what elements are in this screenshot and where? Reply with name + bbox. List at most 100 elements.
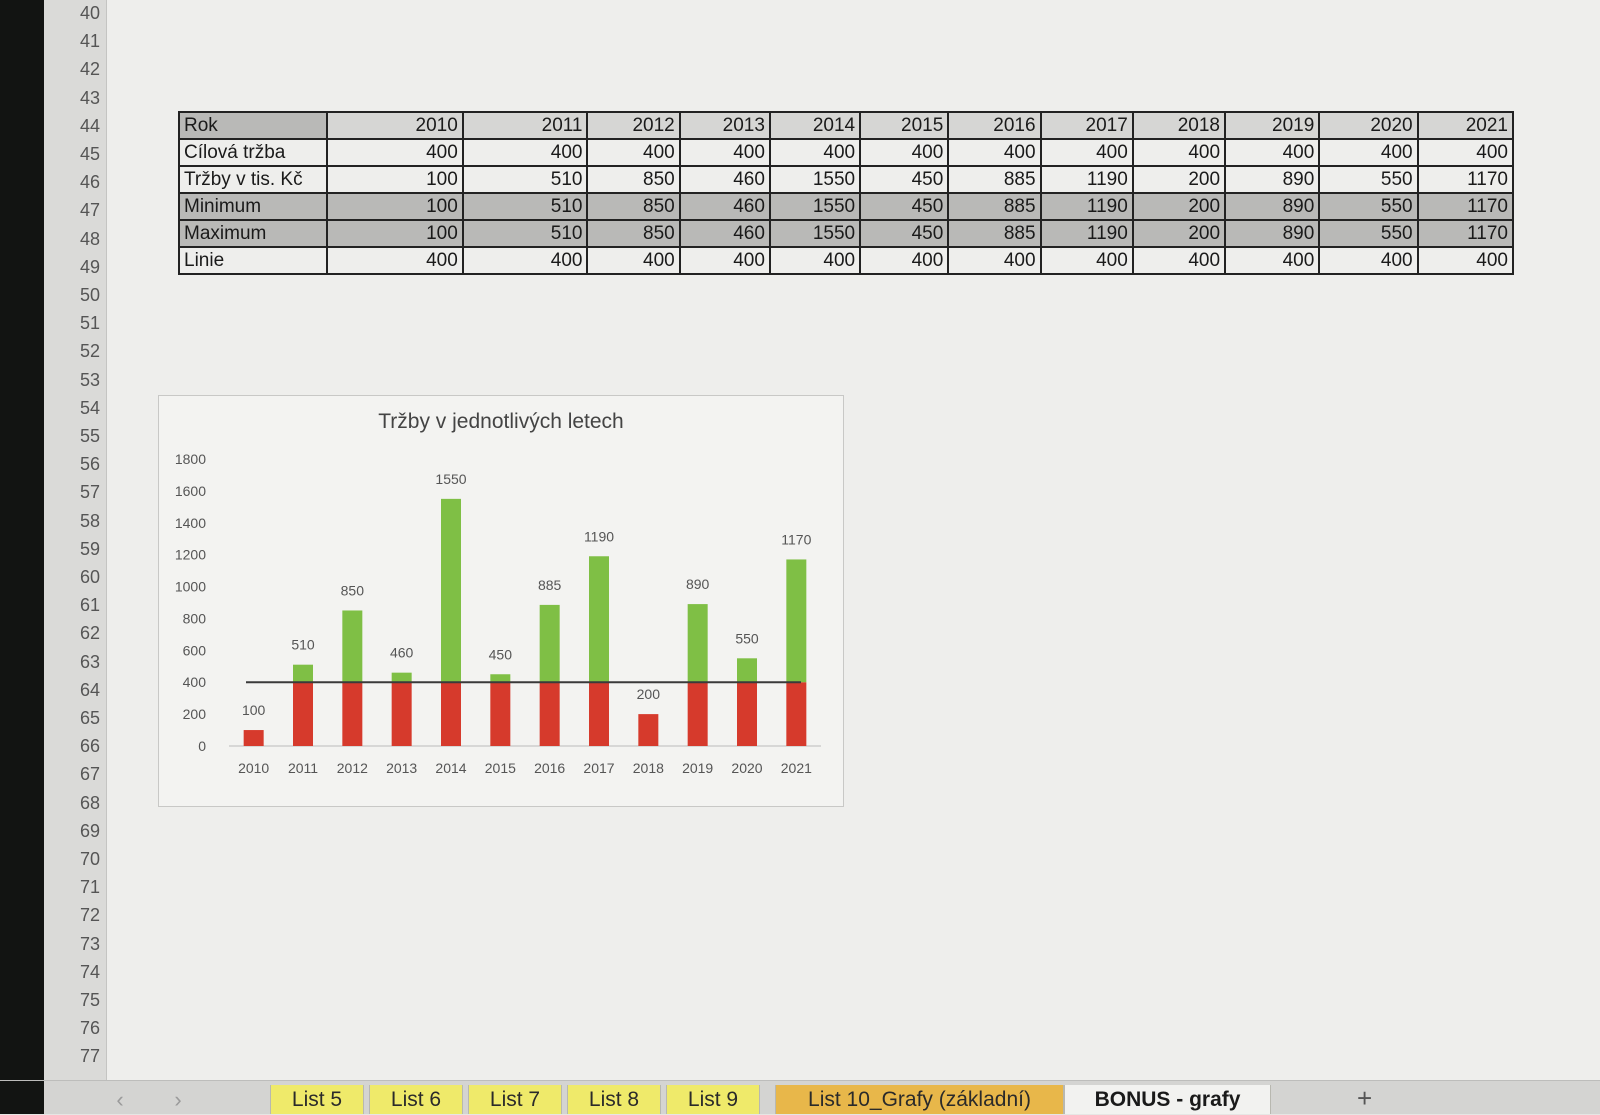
header-label-cell[interactable]: Rok bbox=[178, 111, 328, 140]
row-header[interactable]: 42 bbox=[79, 59, 100, 80]
value-cell[interactable]: 550 bbox=[1318, 219, 1419, 248]
prev-sheet-icon[interactable]: ‹ bbox=[116, 1087, 124, 1112]
year-header-cell[interactable]: 2021 bbox=[1416, 111, 1515, 140]
row-header[interactable]: 70 bbox=[79, 849, 100, 869]
value-cell[interactable]: 460 bbox=[678, 219, 771, 248]
sheet-tab[interactable]: List 5 bbox=[270, 1085, 364, 1114]
row-header[interactable]: 67 bbox=[79, 764, 100, 785]
value-cell[interactable]: 1550 bbox=[768, 165, 862, 194]
row-header[interactable]: 43 bbox=[79, 87, 100, 108]
value-cell[interactable]: 400 bbox=[859, 246, 950, 275]
row-header[interactable]: 55 bbox=[79, 426, 100, 446]
value-cell[interactable]: 400 bbox=[461, 138, 589, 167]
row-label-cell[interactable]: Cílová tržba bbox=[178, 138, 328, 167]
value-cell[interactable]: 400 bbox=[325, 246, 464, 275]
row-header[interactable]: 50 bbox=[79, 285, 100, 305]
row-header[interactable]: 54 bbox=[79, 397, 100, 418]
value-cell[interactable]: 400 bbox=[586, 246, 681, 275]
value-cell[interactable]: 885 bbox=[947, 219, 1042, 248]
value-cell[interactable]: 885 bbox=[947, 192, 1042, 221]
value-cell[interactable]: 400 bbox=[586, 138, 681, 167]
value-cell[interactable]: 890 bbox=[1224, 219, 1321, 248]
value-cell[interactable]: 400 bbox=[1039, 138, 1134, 167]
value-cell[interactable]: 400 bbox=[461, 246, 589, 275]
row-header[interactable]: 41 bbox=[79, 31, 100, 52]
value-cell[interactable]: 100 bbox=[325, 192, 464, 221]
row-header[interactable]: 69 bbox=[79, 820, 100, 841]
sheet-tab[interactable]: BONUS - grafy bbox=[1064, 1085, 1271, 1114]
value-cell[interactable]: 400 bbox=[1416, 138, 1515, 167]
value-cell[interactable]: 400 bbox=[1039, 246, 1134, 275]
value-cell[interactable]: 1170 bbox=[1416, 219, 1515, 248]
value-cell[interactable]: 450 bbox=[859, 219, 950, 248]
row-header[interactable]: 44 bbox=[79, 115, 100, 136]
value-cell[interactable]: 400 bbox=[768, 138, 862, 167]
row-header[interactable]: 53 bbox=[79, 369, 100, 390]
value-cell[interactable]: 400 bbox=[1224, 246, 1321, 275]
row-header[interactable]: 49 bbox=[79, 256, 100, 277]
year-header-cell[interactable]: 2016 bbox=[947, 111, 1042, 140]
row-header[interactable]: 77 bbox=[79, 1046, 100, 1067]
value-cell[interactable]: 1550 bbox=[768, 192, 862, 221]
sheet-tab[interactable]: List 6 bbox=[369, 1085, 463, 1114]
sheet-tab[interactable]: List 9 bbox=[666, 1085, 760, 1114]
value-cell[interactable]: 1170 bbox=[1416, 165, 1515, 194]
value-cell[interactable]: 550 bbox=[1318, 192, 1419, 221]
value-cell[interactable]: 400 bbox=[947, 246, 1042, 275]
value-cell[interactable]: 400 bbox=[678, 246, 771, 275]
value-cell[interactable]: 450 bbox=[859, 192, 950, 221]
value-cell[interactable]: 400 bbox=[1224, 138, 1321, 167]
row-header[interactable]: 58 bbox=[79, 510, 100, 531]
value-cell[interactable]: 885 bbox=[947, 165, 1042, 194]
row-header[interactable]: 64 bbox=[79, 679, 100, 700]
year-header-cell[interactable]: 2011 bbox=[461, 111, 589, 140]
row-header[interactable]: 73 bbox=[79, 933, 100, 954]
value-cell[interactable]: 510 bbox=[461, 165, 589, 194]
row-label-cell[interactable]: Minimum bbox=[178, 192, 328, 221]
value-cell[interactable]: 400 bbox=[678, 138, 771, 167]
year-header-cell[interactable]: 2019 bbox=[1224, 111, 1321, 140]
row-header[interactable]: 57 bbox=[79, 482, 100, 503]
row-header[interactable]: 66 bbox=[79, 736, 100, 757]
value-cell[interactable]: 100 bbox=[325, 219, 464, 248]
year-header-cell[interactable]: 2010 bbox=[325, 111, 464, 140]
row-header[interactable]: 48 bbox=[79, 228, 100, 249]
value-cell[interactable]: 400 bbox=[1416, 246, 1515, 275]
sheet-tab[interactable]: List 7 bbox=[468, 1085, 562, 1114]
value-cell[interactable]: 200 bbox=[1131, 165, 1227, 194]
add-sheet-icon[interactable]: + bbox=[1357, 1083, 1373, 1113]
year-header-cell[interactable]: 2012 bbox=[586, 111, 681, 140]
row-header[interactable]: 56 bbox=[79, 454, 100, 475]
row-header[interactable]: 40 bbox=[79, 3, 100, 23]
row-header[interactable]: 68 bbox=[79, 792, 100, 813]
row-header[interactable]: 52 bbox=[79, 341, 100, 362]
value-cell[interactable]: 510 bbox=[461, 219, 589, 248]
value-cell[interactable]: 890 bbox=[1224, 165, 1321, 194]
value-cell[interactable]: 460 bbox=[678, 165, 771, 194]
row-header[interactable]: 47 bbox=[79, 200, 100, 221]
value-cell[interactable]: 510 bbox=[461, 192, 589, 221]
revenue-chart[interactable]: Tržby v jednotlivých letech 0 200 400 600 80… bbox=[158, 395, 844, 807]
sheet-tab[interactable]: List 8 bbox=[567, 1085, 661, 1114]
value-cell[interactable]: 400 bbox=[768, 246, 862, 275]
value-cell[interactable]: 400 bbox=[1318, 246, 1419, 275]
year-header-cell[interactable]: 2014 bbox=[768, 111, 862, 140]
row-header[interactable]: 63 bbox=[79, 651, 100, 672]
year-header-cell[interactable]: 2018 bbox=[1131, 111, 1227, 140]
next-sheet-icon[interactable]: › bbox=[174, 1087, 182, 1112]
value-cell[interactable]: 850 bbox=[586, 219, 681, 248]
row-header[interactable]: 74 bbox=[79, 961, 100, 982]
value-cell[interactable]: 1550 bbox=[768, 219, 862, 248]
row-header[interactable]: 76 bbox=[79, 1018, 100, 1039]
value-cell[interactable]: 400 bbox=[325, 138, 464, 167]
row-header[interactable]: 51 bbox=[79, 313, 100, 334]
value-cell[interactable]: 400 bbox=[947, 138, 1042, 167]
sheet-tab[interactable]: List 10_Grafy (základní) bbox=[775, 1085, 1064, 1114]
value-cell[interactable]: 400 bbox=[1318, 138, 1419, 167]
value-cell[interactable]: 100 bbox=[325, 165, 464, 194]
row-label-cell[interactable]: Linie bbox=[178, 246, 328, 275]
value-cell[interactable]: 450 bbox=[859, 165, 950, 194]
row-header[interactable]: 75 bbox=[79, 990, 100, 1010]
year-header-cell[interactable]: 2013 bbox=[678, 111, 771, 140]
row-header[interactable]: 61 bbox=[79, 595, 100, 616]
